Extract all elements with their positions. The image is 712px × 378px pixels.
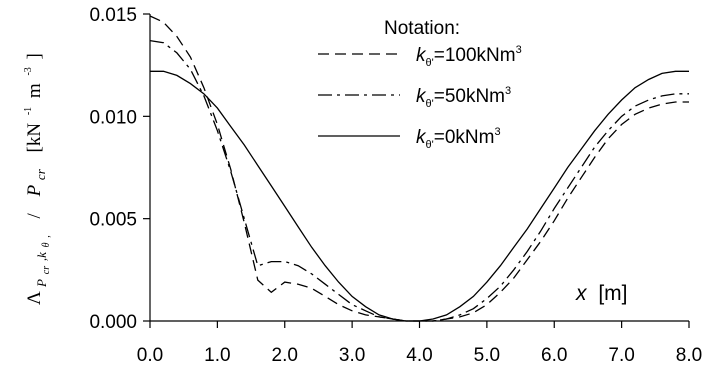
y-tick-label: 0.005: [89, 210, 137, 231]
legend-label-0: kθ'=100kNm3: [416, 44, 522, 69]
x-tick-label: 2.0: [272, 345, 298, 366]
x-axis-unit: [m]: [598, 282, 627, 305]
legend-subscript: θ': [426, 98, 434, 110]
y-label-lambda: Λ: [24, 291, 45, 305]
y-label-unit-open: [kN: [24, 123, 45, 153]
y-axis-label: Λ P cr ,k θ , / P cr [kN -1 m -3 ]: [15, 53, 54, 305]
x-tick-label: 3.0: [339, 345, 365, 366]
y-label-sub-cr: cr: [41, 266, 52, 274]
y-label-denom-p: P: [24, 184, 45, 197]
series-layer: [149, 15, 689, 322]
x-tick-label: 6.0: [541, 345, 567, 366]
y-label-unit-exp2: -3: [23, 67, 34, 75]
legend-symbol: k: [416, 127, 427, 148]
legend-label-2: kθ'=0kNm3: [416, 126, 501, 151]
series-line-0: [149, 15, 689, 322]
series-line-2: [150, 70, 689, 322]
y-label-sub-k: ,k: [34, 252, 49, 261]
legend-subscript: θ': [426, 139, 434, 151]
x-tick-label: 5.0: [474, 345, 500, 366]
x-tick-label: 0.0: [137, 345, 163, 366]
legend-superscript: 3: [494, 126, 500, 138]
x-tick-label: 8.0: [676, 345, 702, 366]
x-tick-label: 7.0: [608, 345, 634, 366]
legend-title: Notation:: [384, 18, 460, 39]
x-axis-symbol: x: [575, 282, 588, 305]
legend-superscript: 3: [516, 44, 522, 56]
y-label-unit-close: ]: [24, 53, 45, 59]
y-label-sub-comma: ,: [41, 235, 52, 238]
y-tick-label: 0.010: [89, 107, 137, 128]
x-tick-label: 4.0: [406, 345, 432, 366]
legend-subscript: θ': [426, 57, 434, 69]
y-ticks: 0.000 0.005 0.010 0.015: [89, 5, 150, 333]
x-axis-label: x [m]: [575, 282, 628, 305]
y-label-denom-cr: cr: [33, 168, 48, 180]
y-label-sub-p: P: [34, 279, 49, 288]
y-label-unit-m: m: [24, 83, 45, 98]
legend-superscript: 3: [505, 85, 511, 97]
legend-value: =0kNm: [434, 127, 495, 148]
y-tick-label: 0.015: [89, 5, 137, 26]
y-label-slash: /: [24, 212, 45, 218]
y-label-sub-theta: θ: [41, 242, 52, 247]
series-line-1: [149, 39, 689, 322]
x-tick-label: 1.0: [204, 345, 230, 366]
legend-value: =100kNm: [434, 45, 516, 66]
legend-label-1: kθ'=50kNm3: [416, 85, 511, 110]
x-ticks: 0.0 1.0 2.0 3.0 4.0 5.0 6.0 7.0 8.0: [137, 321, 702, 366]
legend-value: =50kNm: [434, 86, 505, 107]
legend-symbol: k: [416, 86, 427, 107]
y-tick-label: 0.000: [89, 312, 137, 333]
legend-symbol: k: [416, 45, 427, 66]
svg-text:Λ P cr ,k: Λ P cr ,k θ , / P cr [kN -1 m -3 ]: [15, 53, 54, 305]
y-label-unit-exp1: -1: [23, 107, 34, 115]
